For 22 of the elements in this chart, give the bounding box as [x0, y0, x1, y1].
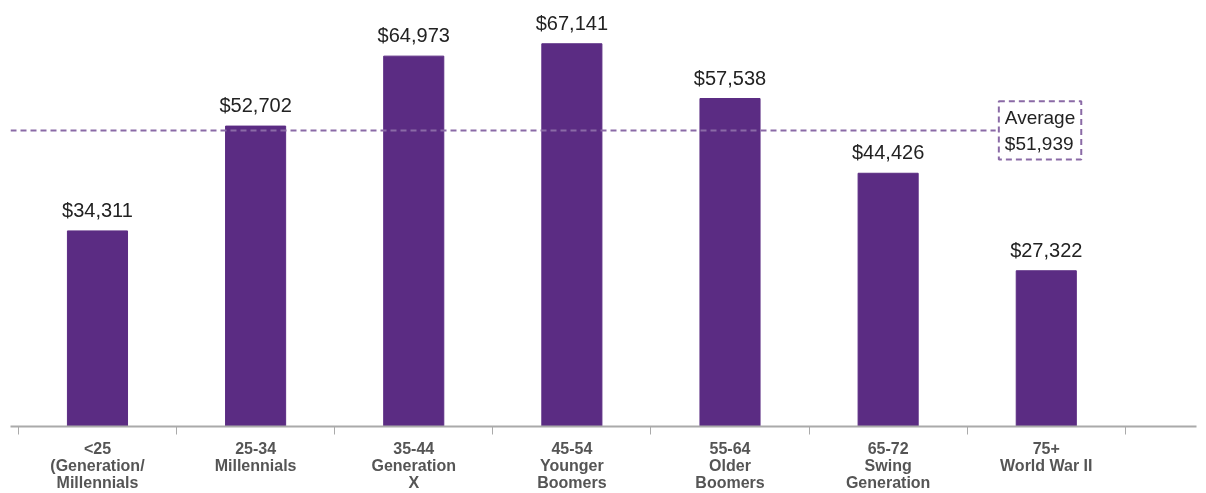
bar [699, 98, 761, 427]
data-label: $52,702 [219, 94, 292, 117]
x-tick-label: 35-44 Generation X [371, 439, 456, 491]
data-label: $57,538 [693, 66, 767, 89]
data-label: $34,311 [62, 198, 133, 221]
data-label: $64,973 [377, 24, 450, 47]
bar [225, 125, 287, 427]
x-tick-label: 25-34 Millennials [214, 439, 297, 474]
bar [383, 55, 445, 427]
data-label: $27,322 [1010, 238, 1083, 261]
x-tick-label: 65-72 Swing Generation [845, 439, 931, 491]
ref-line-label: Average $51,939 [1004, 107, 1076, 154]
bar [66, 230, 129, 427]
x-tick-label: 45-54 Younger Boomers [537, 439, 607, 491]
bar [1015, 270, 1077, 427]
data-label: $67,141 [535, 11, 609, 34]
x-tick-label: 55-64 Older Boomers [695, 439, 765, 491]
bar [541, 43, 603, 427]
x-tick-label: 75+ World War II [1000, 439, 1093, 474]
x-tick-label: <25 (Generation/ Millennials [50, 439, 146, 491]
bar [857, 172, 919, 427]
data-label: $44,426 [851, 141, 925, 164]
